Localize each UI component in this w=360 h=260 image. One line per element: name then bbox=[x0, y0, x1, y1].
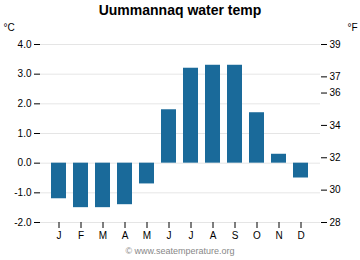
svg-text:J: J bbox=[167, 230, 172, 241]
svg-text:M: M bbox=[99, 230, 107, 241]
svg-text:0.0: 0.0 bbox=[18, 157, 32, 168]
svg-text:D: D bbox=[297, 230, 304, 241]
html-text:Uummannaq water temp: Uummannaq water temp bbox=[98, 2, 262, 18]
svg-text:F: F bbox=[78, 230, 84, 241]
svg-text:30: 30 bbox=[330, 184, 342, 195]
svg-text:N: N bbox=[275, 230, 282, 241]
svg-text:M: M bbox=[143, 230, 151, 241]
svg-text:1.0: 1.0 bbox=[18, 128, 32, 139]
html-text:© www.seatemperature.org: © www.seatemperature.org bbox=[125, 246, 235, 256]
svg-text:S: S bbox=[232, 230, 239, 241]
svg-text:J: J bbox=[189, 230, 194, 241]
svg-text:A: A bbox=[210, 230, 217, 241]
svg-text:-1.0: -1.0 bbox=[14, 187, 32, 198]
svg-text:°F: °F bbox=[347, 22, 357, 33]
svg-text:3.0: 3.0 bbox=[18, 68, 32, 79]
svg-text:2.0: 2.0 bbox=[18, 98, 32, 109]
svg-text:36: 36 bbox=[330, 87, 342, 98]
svg-text:4.0: 4.0 bbox=[18, 39, 32, 50]
svg-text:A: A bbox=[122, 230, 129, 241]
svg-text:34: 34 bbox=[330, 120, 342, 131]
svg-text:39: 39 bbox=[330, 39, 342, 50]
svg-text:O: O bbox=[253, 230, 261, 241]
svg-text:28: 28 bbox=[330, 217, 342, 228]
svg-text:32: 32 bbox=[330, 152, 342, 163]
svg-text:37: 37 bbox=[330, 71, 342, 82]
svg-text:-2.0: -2.0 bbox=[14, 217, 32, 228]
svg-text:°C: °C bbox=[4, 22, 15, 33]
svg-text:J: J bbox=[57, 230, 62, 241]
